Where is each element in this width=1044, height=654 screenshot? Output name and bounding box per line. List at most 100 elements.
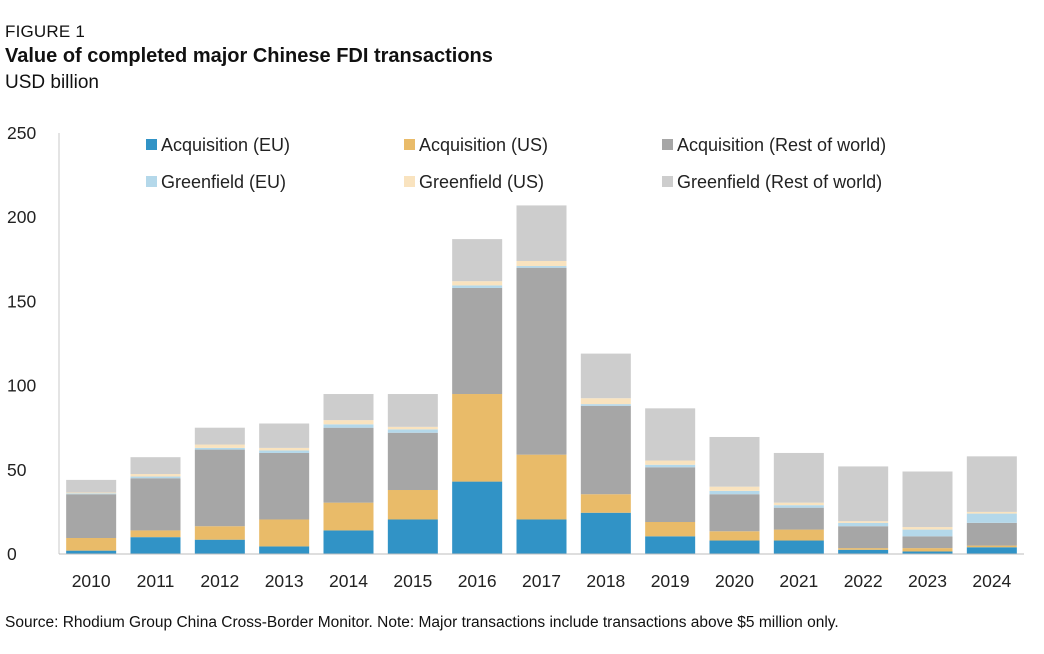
bar-segment-2012-greenfield-rest-of-world	[194, 427, 245, 445]
y-tick-label: 0	[7, 544, 17, 564]
bar-segment-2014-greenfield-rest-of-world	[323, 394, 374, 421]
bar-segment-2024-acquisition-rest-of-world	[966, 522, 1017, 546]
bar-segment-2016-acquisition-eu	[452, 481, 503, 554]
bar-segment-2023-acquisition-rest-of-world	[902, 536, 953, 549]
bar-segment-2022-greenfield-eu	[838, 522, 889, 527]
bar-segment-2016-greenfield-rest-of-world	[452, 239, 503, 282]
bar-segment-2016-greenfield-eu	[452, 285, 503, 288]
bar-segment-2019-acquisition-us	[645, 522, 696, 537]
bar-segment-2015-acquisition-rest-of-world	[387, 432, 438, 491]
x-tick-label: 2013	[265, 571, 304, 591]
bar-segment-2018-acquisition-eu	[580, 512, 631, 554]
x-tick-label: 2018	[586, 571, 625, 591]
x-tick-label: 2016	[458, 571, 497, 591]
x-tick-label: 2022	[844, 571, 883, 591]
bar-segment-2010-acquisition-eu	[66, 550, 117, 554]
y-tick-label: 50	[7, 460, 27, 480]
bar-segment-2020-greenfield-rest-of-world	[709, 436, 760, 487]
bar-segment-2023-acquisition-eu	[902, 551, 953, 554]
bar-segment-2017-acquisition-rest-of-world	[516, 267, 567, 455]
bar-segment-2024-greenfield-rest-of-world	[966, 456, 1017, 512]
legend-label: Greenfield (EU)	[161, 172, 286, 192]
bar-segment-2010-acquisition-us	[66, 538, 117, 551]
bar-segment-2020-acquisition-rest-of-world	[709, 494, 760, 532]
bar-segment-2015-acquisition-us	[387, 490, 438, 520]
bar-segment-2014-acquisition-rest-of-world	[323, 427, 374, 503]
chart-subtitle: USD billion	[5, 72, 99, 93]
bar-segment-2019-greenfield-us	[645, 460, 696, 465]
bar-segment-2017-acquisition-eu	[516, 519, 567, 554]
x-tick-label: 2020	[715, 571, 754, 591]
legend-label: Acquisition (US)	[419, 135, 548, 155]
bar-segment-2019-acquisition-eu	[645, 536, 696, 554]
bar-segment-2013-acquisition-eu	[259, 546, 310, 554]
legend-swatch	[146, 139, 157, 150]
bar-segment-2022-acquisition-us	[838, 548, 889, 550]
legend-label: Greenfield (Rest of world)	[677, 172, 882, 192]
x-tick-label: 2014	[329, 571, 368, 591]
bar-segment-2020-greenfield-eu	[709, 490, 760, 495]
bar-segment-2021-acquisition-rest-of-world	[773, 507, 824, 530]
bar-segment-2015-greenfield-rest-of-world	[387, 394, 438, 427]
legend-swatch	[662, 176, 673, 187]
bar-segment-2023-acquisition-us	[902, 548, 953, 552]
y-tick-label: 250	[7, 123, 36, 143]
legend-swatch	[404, 176, 415, 187]
bar-segment-2023-greenfield-us	[902, 527, 953, 530]
bar-segment-2021-greenfield-rest-of-world	[773, 452, 824, 503]
bar-segment-2020-acquisition-eu	[709, 540, 760, 554]
bar-segment-2024-acquisition-eu	[966, 547, 1017, 554]
y-tick-label: 100	[7, 376, 36, 396]
y-tick-label: 150	[7, 291, 36, 311]
bar-segment-2016-greenfield-us	[452, 281, 503, 286]
bar-segment-2014-acquisition-eu	[323, 530, 374, 554]
bar-segment-2017-greenfield-rest-of-world	[516, 205, 567, 261]
bar-segment-2024-greenfield-eu	[966, 513, 1017, 523]
bar-segment-2013-acquisition-us	[259, 519, 310, 547]
bar-segment-2016-acquisition-us	[452, 394, 503, 482]
legend-swatch	[404, 139, 415, 150]
figure-label: FIGURE 1	[5, 22, 86, 41]
bar-segment-2022-acquisition-eu	[838, 549, 889, 554]
bar-segment-2018-acquisition-rest-of-world	[580, 405, 631, 495]
legend-swatch	[146, 176, 157, 187]
bar-segment-2022-acquisition-rest-of-world	[838, 526, 889, 549]
bar-segment-2019-greenfield-eu	[645, 464, 696, 468]
bar-segment-2021-acquisition-us	[773, 529, 824, 541]
bar-segment-2021-greenfield-eu	[773, 505, 824, 508]
bar-segment-2011-acquisition-us	[130, 530, 181, 538]
bar-segment-2015-greenfield-eu	[387, 429, 438, 433]
x-tick-label: 2011	[137, 571, 175, 591]
bar-segment-2022-greenfield-rest-of-world	[838, 466, 889, 522]
legend-label: Acquisition (Rest of world)	[677, 135, 886, 155]
bar-segment-2021-acquisition-eu	[773, 540, 824, 554]
bar-segment-2011-acquisition-rest-of-world	[130, 478, 181, 531]
bar-segment-2023-greenfield-eu	[902, 529, 953, 537]
bar-segment-2023-greenfield-rest-of-world	[902, 471, 953, 528]
bar-segment-2018-greenfield-us	[580, 398, 631, 405]
source-note: Source: Rhodium Group China Cross-Border…	[5, 614, 839, 631]
x-tick-label: 2023	[908, 571, 947, 591]
bar-segment-2019-greenfield-rest-of-world	[645, 408, 696, 461]
bar-segment-2014-acquisition-us	[323, 502, 374, 531]
bar-segment-2017-greenfield-us	[516, 260, 567, 267]
bar-segment-2010-acquisition-rest-of-world	[66, 494, 117, 539]
bar-segment-2010-greenfield-us	[66, 492, 117, 494]
x-tick-label: 2010	[72, 571, 111, 591]
bar-segment-2015-acquisition-eu	[387, 519, 438, 554]
x-tick-label: 2012	[200, 571, 239, 591]
bar-segment-2013-acquisition-rest-of-world	[259, 452, 310, 520]
bar-segment-2019-acquisition-rest-of-world	[645, 467, 696, 523]
y-tick-label: 200	[7, 207, 36, 227]
bar-segment-2017-greenfield-eu	[516, 266, 567, 268]
bar-segment-2021-greenfield-us	[773, 502, 824, 506]
x-tick-label: 2021	[779, 571, 818, 591]
bar-segment-2011-greenfield-eu	[130, 476, 181, 479]
x-tick-label: 2015	[393, 571, 432, 591]
bar-segment-2011-greenfield-rest-of-world	[130, 457, 181, 475]
bar-segment-2013-greenfield-us	[259, 447, 310, 451]
bar-segment-2010-greenfield-rest-of-world	[66, 479, 117, 493]
bar-segment-2010-greenfield-eu	[66, 493, 117, 495]
x-tick-label: 2017	[522, 571, 561, 591]
